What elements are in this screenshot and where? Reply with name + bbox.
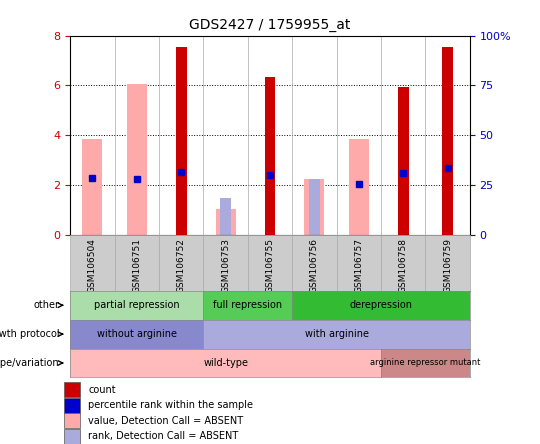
Text: GSM106753: GSM106753 (221, 238, 230, 293)
Bar (64, 382, 80, 397)
Text: GSM106751: GSM106751 (132, 238, 141, 293)
Text: arginine repressor mutant: arginine repressor mutant (370, 358, 481, 368)
Title: GDS2427 / 1759955_at: GDS2427 / 1759955_at (190, 18, 350, 32)
Text: full repression: full repression (213, 300, 282, 310)
Bar (127, 84, 147, 235)
Text: partial repression: partial repression (94, 300, 180, 310)
Bar (442, 47, 453, 235)
FancyBboxPatch shape (292, 235, 336, 291)
FancyBboxPatch shape (159, 235, 204, 291)
Text: derepression: derepression (349, 300, 413, 310)
Bar (309, 179, 320, 235)
Text: GSM106756: GSM106756 (310, 238, 319, 293)
Text: GSM106504: GSM106504 (88, 238, 97, 293)
Text: with arginine: with arginine (305, 329, 369, 339)
FancyBboxPatch shape (204, 235, 248, 291)
Text: genotype/variation: genotype/variation (0, 358, 59, 368)
Text: wild-type: wild-type (203, 358, 248, 368)
FancyBboxPatch shape (336, 235, 381, 291)
Bar (64, 429, 80, 444)
FancyBboxPatch shape (426, 235, 470, 291)
Text: percentile rank within the sample: percentile rank within the sample (88, 400, 253, 410)
Text: without arginine: without arginine (97, 329, 177, 339)
Bar (220, 198, 231, 235)
Text: growth protocol: growth protocol (0, 329, 59, 339)
Bar (176, 47, 186, 235)
FancyBboxPatch shape (381, 235, 426, 291)
FancyBboxPatch shape (70, 235, 114, 291)
FancyBboxPatch shape (248, 235, 292, 291)
Bar (215, 209, 235, 235)
Bar (305, 179, 325, 235)
Bar (83, 139, 103, 235)
Text: other: other (33, 300, 59, 310)
Bar (64, 398, 80, 412)
Text: GSM106757: GSM106757 (354, 238, 363, 293)
FancyBboxPatch shape (114, 235, 159, 291)
Bar (349, 139, 369, 235)
Text: rank, Detection Call = ABSENT: rank, Detection Call = ABSENT (88, 431, 238, 441)
Text: GSM106752: GSM106752 (177, 238, 186, 293)
Bar (64, 413, 80, 428)
Text: count: count (88, 385, 116, 395)
Bar (398, 87, 409, 235)
Text: value, Detection Call = ABSENT: value, Detection Call = ABSENT (88, 416, 243, 426)
Bar (265, 77, 275, 235)
Text: GSM106759: GSM106759 (443, 238, 452, 293)
Text: GSM106755: GSM106755 (266, 238, 274, 293)
Text: GSM106758: GSM106758 (399, 238, 408, 293)
